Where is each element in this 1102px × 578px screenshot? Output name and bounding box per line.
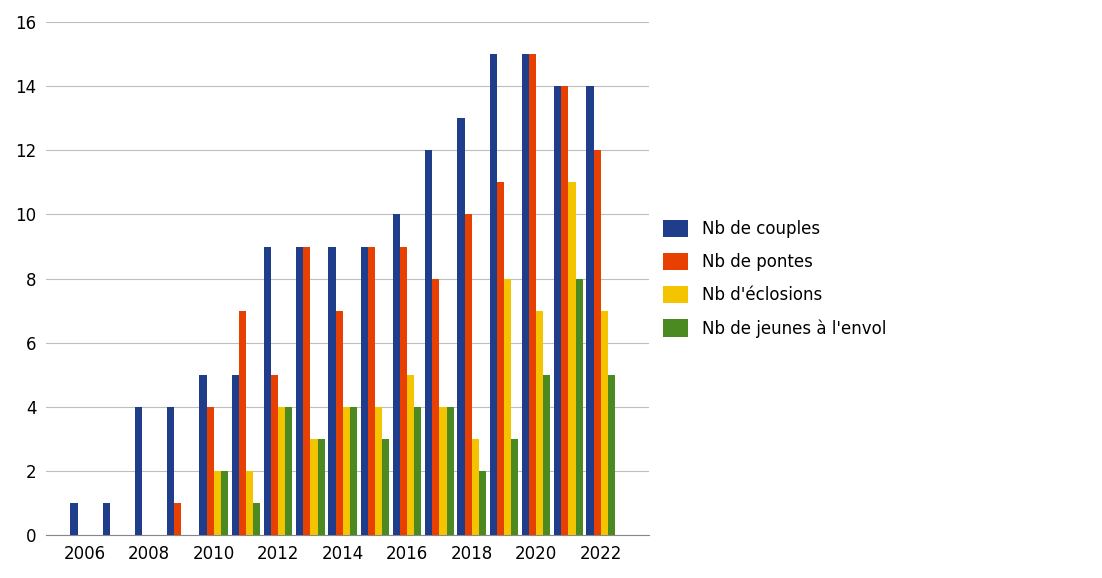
- Bar: [71, 503, 77, 535]
- Bar: [368, 247, 375, 535]
- Bar: [349, 407, 357, 535]
- Bar: [206, 407, 214, 535]
- Bar: [537, 311, 543, 535]
- Bar: [440, 407, 446, 535]
- Bar: [457, 118, 465, 535]
- Bar: [246, 471, 253, 535]
- Bar: [504, 279, 511, 535]
- Bar: [253, 503, 260, 535]
- Bar: [407, 375, 414, 535]
- Bar: [575, 279, 583, 535]
- Bar: [174, 503, 182, 535]
- Bar: [400, 247, 407, 535]
- Bar: [497, 183, 504, 535]
- Bar: [214, 471, 220, 535]
- Bar: [569, 183, 575, 535]
- Bar: [543, 375, 550, 535]
- Bar: [382, 439, 389, 535]
- Bar: [271, 375, 278, 535]
- Bar: [220, 471, 228, 535]
- Bar: [594, 150, 601, 535]
- Bar: [343, 407, 349, 535]
- Bar: [432, 279, 440, 535]
- Bar: [489, 54, 497, 535]
- Bar: [465, 214, 472, 535]
- Bar: [317, 439, 325, 535]
- Legend: Nb de couples, Nb de pontes, Nb d'éclosions, Nb de jeunes à l'envol: Nb de couples, Nb de pontes, Nb d'éclosi…: [663, 220, 886, 338]
- Bar: [102, 503, 110, 535]
- Bar: [239, 311, 246, 535]
- Bar: [231, 375, 239, 535]
- Bar: [393, 214, 400, 535]
- Bar: [311, 439, 317, 535]
- Bar: [472, 439, 478, 535]
- Bar: [478, 471, 486, 535]
- Bar: [608, 375, 615, 535]
- Bar: [446, 407, 454, 535]
- Bar: [425, 150, 432, 535]
- Bar: [360, 247, 368, 535]
- Bar: [168, 407, 174, 535]
- Bar: [264, 247, 271, 535]
- Bar: [529, 54, 537, 535]
- Bar: [134, 407, 142, 535]
- Bar: [522, 54, 529, 535]
- Bar: [601, 311, 608, 535]
- Bar: [375, 407, 382, 535]
- Bar: [296, 247, 303, 535]
- Bar: [586, 86, 594, 535]
- Bar: [554, 86, 561, 535]
- Bar: [328, 247, 336, 535]
- Bar: [285, 407, 292, 535]
- Bar: [303, 247, 311, 535]
- Bar: [414, 407, 421, 535]
- Bar: [278, 407, 285, 535]
- Bar: [199, 375, 206, 535]
- Bar: [336, 311, 343, 535]
- Bar: [511, 439, 518, 535]
- Bar: [561, 86, 569, 535]
